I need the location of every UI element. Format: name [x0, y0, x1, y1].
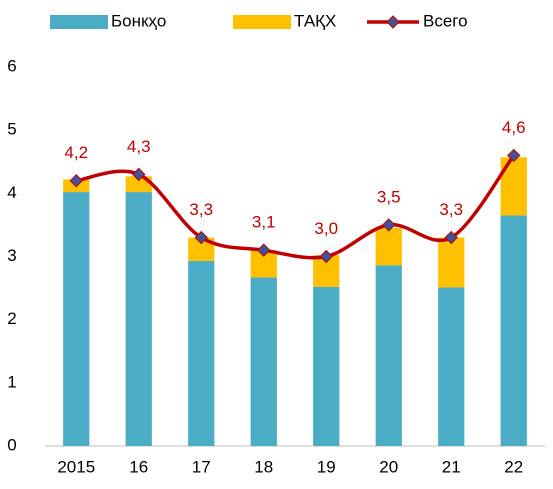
- data-label: 3,0: [314, 219, 338, 238]
- marker: [382, 218, 396, 232]
- legend-label: Всего: [423, 11, 468, 30]
- data-label: 3,1: [252, 213, 276, 232]
- x-tick-label: 19: [317, 457, 336, 476]
- marker: [319, 249, 333, 264]
- x-tick-label: 21: [442, 457, 461, 476]
- legend-swatch: [50, 15, 108, 29]
- x-tick-label: 22: [504, 457, 523, 476]
- data-label: 3,3: [189, 200, 213, 219]
- marker: [507, 148, 521, 163]
- data-label: 3,5: [377, 187, 401, 206]
- bar-segment: [438, 287, 465, 446]
- data-label: 4,2: [64, 143, 88, 162]
- bar-segment: [188, 260, 215, 446]
- marker: [132, 167, 146, 182]
- x-tick-label: 17: [192, 457, 211, 476]
- x-tick-label: 18: [254, 457, 273, 476]
- y-tick-label: 5: [7, 120, 16, 139]
- bar-segment: [438, 237, 465, 288]
- data-label: 3,3: [439, 200, 463, 219]
- marker: [69, 173, 83, 188]
- x-tick-label: 16: [129, 457, 148, 476]
- y-tick-label: 3: [7, 246, 16, 265]
- legend-label: ТАҚХ: [294, 11, 336, 30]
- data-label: 4,6: [502, 118, 526, 137]
- y-tick-label: 2: [7, 309, 16, 328]
- bar-segment: [125, 192, 152, 446]
- bar-segment: [375, 265, 402, 446]
- legend-label: Бонкҳо: [111, 11, 166, 30]
- y-tick-label: 1: [7, 372, 16, 391]
- y-tick-label: 4: [7, 183, 16, 202]
- legend-marker: [386, 15, 400, 29]
- bar-segment: [500, 215, 527, 446]
- bar-segment: [188, 237, 215, 261]
- bar-segment: [63, 192, 90, 446]
- bar-segment: [250, 277, 277, 446]
- bar-segment: [375, 228, 402, 266]
- legend-swatch: [233, 15, 291, 29]
- y-tick-label: 0: [7, 435, 16, 454]
- marker: [444, 230, 458, 245]
- x-tick-label: 20: [379, 457, 398, 476]
- x-tick-label: 2015: [57, 457, 95, 476]
- y-tick-label: 6: [7, 56, 16, 75]
- marker: [194, 230, 208, 245]
- marker: [257, 243, 271, 257]
- bar-segment: [313, 286, 340, 446]
- data-label: 4,3: [127, 137, 151, 156]
